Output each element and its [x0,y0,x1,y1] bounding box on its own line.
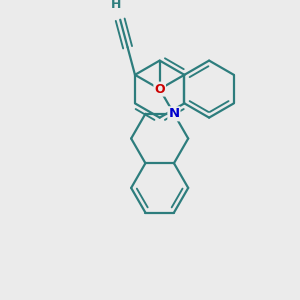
Text: O: O [154,82,165,96]
Text: N: N [168,107,179,120]
Text: H: H [111,0,121,11]
